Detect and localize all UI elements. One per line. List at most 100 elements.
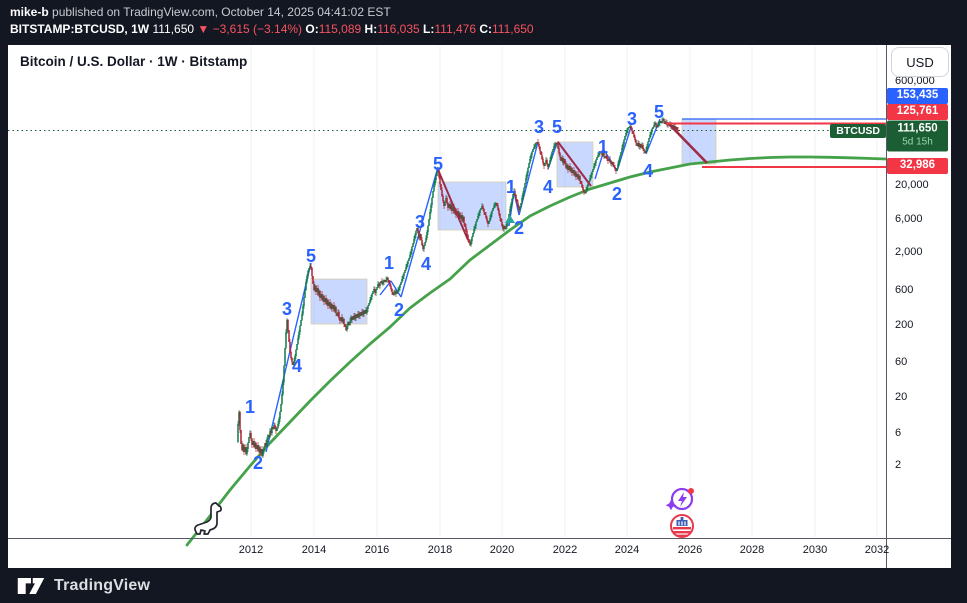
candle [519,207,521,210]
price-tick-label: 600 [895,284,914,296]
chart-panel[interactable] [8,45,951,568]
candle [613,165,615,167]
candle [338,312,340,318]
candle [663,119,665,121]
candle [406,264,408,267]
candle [390,286,392,289]
candle [538,144,540,147]
us-capitol-part [673,531,691,534]
candle [245,447,247,454]
candle [581,184,583,187]
candle [639,144,641,147]
candle [347,322,349,326]
candle [517,203,519,207]
candle [677,130,679,132]
candle [563,159,565,163]
candle [405,267,407,270]
candle [608,159,610,161]
candle [307,271,309,276]
candle [446,198,448,203]
candle [483,209,485,212]
candle [660,121,662,123]
candle [559,153,561,157]
candle [422,245,424,249]
candle [527,168,529,173]
candle [420,234,422,240]
candle [561,158,563,161]
author-name: mike-b [10,5,49,19]
candle [439,177,441,184]
candle [324,298,326,302]
candle [363,311,365,314]
candle [371,294,373,297]
candle [290,352,292,358]
candle [498,210,500,214]
candle [502,226,504,229]
candle [399,285,401,288]
candle [440,184,442,190]
candle [481,206,483,208]
candle [578,176,580,179]
candle [560,157,562,161]
correction-trendline [667,122,708,164]
candle [467,235,469,239]
candle [381,281,383,284]
candle [647,142,649,146]
candle [414,235,416,239]
candle [620,152,622,156]
candle [316,288,318,292]
price-change: ▼ −3,615 (−3.14%) [197,22,303,36]
candle [601,153,603,155]
candle [254,443,256,447]
candle [243,445,245,452]
candle [320,294,322,298]
last-price: 111,650 [152,22,195,36]
candle [596,157,598,160]
us-capitol-flag-sticker-icon [670,514,694,538]
candle [457,211,459,217]
candle [435,176,437,180]
candle [607,159,609,161]
candle [576,174,578,177]
candle [412,243,414,247]
tradingview-wordmark[interactable]: TradingView [54,576,151,594]
candle [530,155,532,159]
candle [600,152,602,154]
candle [637,143,639,146]
candle [283,366,285,382]
candle [315,286,317,292]
candle [299,326,301,332]
wave-label: 3 [282,299,292,319]
candle [293,361,295,365]
year-tick-label: 2022 [552,544,578,556]
badge-price: 153,435 [896,89,939,101]
candle [260,449,262,453]
candle [327,300,329,306]
candle [564,159,566,164]
currency-toggle-button[interactable]: USD [891,47,949,77]
candle [340,317,342,321]
candle [357,314,359,317]
wave-label: 1 [384,253,394,273]
candle [398,288,400,290]
candle [271,427,273,433]
candle [675,127,677,129]
candle [453,207,455,213]
candle [314,286,316,290]
candle [624,136,626,140]
candle [378,284,380,286]
candle [261,449,263,456]
candle [281,394,283,404]
candle [286,320,288,332]
candle [629,126,631,128]
us-capitol-part [676,534,688,537]
candle [555,143,557,145]
candle [630,126,632,128]
candle [259,447,261,453]
candle [638,143,640,147]
candle [471,237,473,241]
wave-label: 3 [534,117,544,137]
tradingview-logo-icon[interactable] [16,575,46,597]
candle [346,326,348,330]
